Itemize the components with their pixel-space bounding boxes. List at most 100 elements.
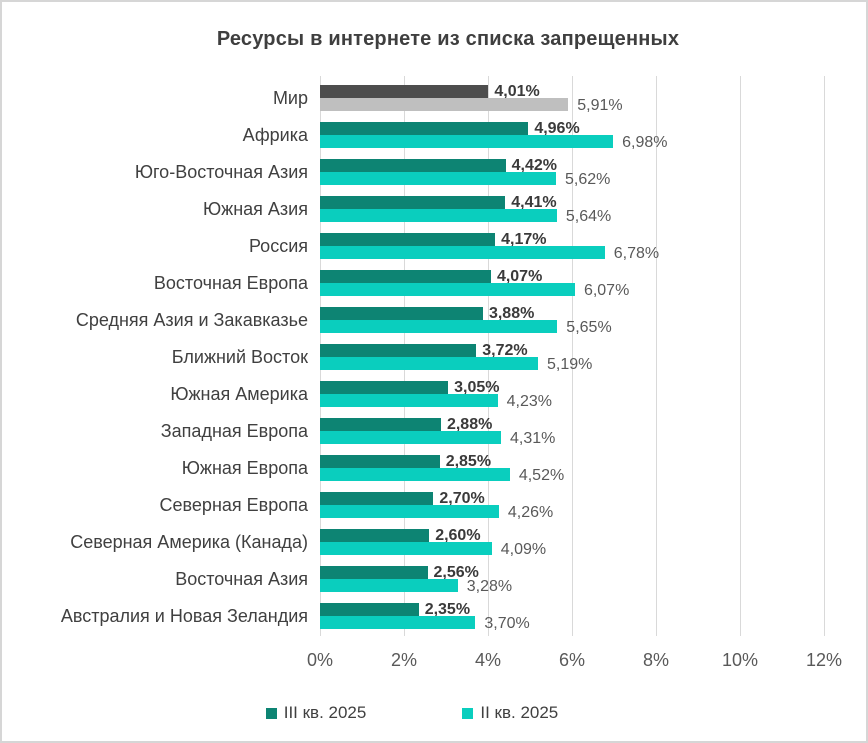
- value-label-series-1: 4,07%: [496, 268, 543, 285]
- bar-series-1: [320, 196, 506, 209]
- category-label: Австралия и Новая Зеландия: [60, 606, 308, 626]
- bar-series-1: [320, 381, 449, 394]
- bar-series-2: [320, 357, 538, 370]
- category-label: Россия: [248, 236, 308, 256]
- bar-series-2: [320, 209, 557, 222]
- x-axis: 0% 2% 4% 6% 8% 10% 12%: [307, 650, 842, 674]
- bar-row: 4,17% 6,78%: [320, 228, 826, 265]
- gridline: [655, 76, 657, 636]
- bar-series-2: [320, 431, 502, 444]
- category-label: Восточная Европа: [153, 273, 308, 293]
- x-tick-label: 8%: [642, 650, 670, 670]
- bar-row: 3,88% 5,65%: [320, 302, 826, 339]
- category-label: Юго-Восточная Азия: [134, 162, 308, 182]
- value-label-series-2: 3,70%: [484, 615, 530, 632]
- value-label-series-1: 2,56%: [433, 564, 479, 581]
- bar-row: 2,88% 4,31%: [320, 413, 826, 450]
- category-label: Западная Европа: [160, 421, 308, 441]
- gridline: [487, 76, 489, 636]
- value-label-series-2: 4,09%: [500, 541, 547, 558]
- value-label-series-1: 3,72%: [482, 342, 528, 359]
- bar-row: 4,01% 5,91%: [320, 80, 826, 117]
- plot-area: 4,01% 5,91% 4,96% 6,98% 4,42% 5,62% 4,41% 5,64%…: [319, 76, 826, 636]
- bar-series-1: [320, 529, 430, 542]
- value-label-series-2: 6,98%: [622, 134, 668, 151]
- value-label-series-1: 3,88%: [488, 305, 535, 322]
- category-label: Африка: [242, 125, 308, 145]
- value-label-series-2: 3,28%: [466, 578, 513, 595]
- x-tick-label: 10%: [721, 650, 759, 670]
- category-label: Северная Америка (Канада): [70, 532, 308, 552]
- category-label: Мир: [272, 88, 308, 108]
- category-label: Средняя Азия и Закавказье: [75, 310, 308, 330]
- chart-title: Ресурсы в интернете из списка запрещенны…: [216, 28, 680, 50]
- category-label: Южная Азия: [203, 199, 308, 219]
- bar-row: 3,72% 5,19%: [320, 339, 826, 376]
- value-label-series-2: 5,91%: [577, 97, 623, 114]
- legend-swatch: [462, 707, 474, 719]
- bar-row: 2,35% 3,70%: [320, 598, 826, 635]
- bar-series-1: [320, 85, 489, 98]
- value-label-series-1: 4,17%: [501, 231, 547, 248]
- value-label-series-2: 4,31%: [510, 430, 556, 447]
- bar-series-1: [320, 492, 434, 505]
- bar-series-2: [320, 579, 458, 592]
- bar-series-2: [320, 505, 499, 518]
- bar-series-2: [320, 542, 492, 555]
- category-label: Северная Европа: [159, 495, 308, 515]
- bar-series-1: [320, 270, 491, 283]
- bar-series-1: [320, 455, 440, 468]
- legend-item: II кв. 2025: [462, 703, 558, 723]
- bar-row: 4,07% 6,07%: [320, 265, 826, 302]
- value-label-series-1: 2,35%: [424, 601, 471, 618]
- gridline: [739, 76, 741, 636]
- bar-series-1: [320, 307, 483, 320]
- value-label-series-2: 6,78%: [613, 245, 660, 262]
- x-tick-label: 12%: [805, 650, 843, 670]
- value-label-series-1: 3,05%: [454, 379, 500, 396]
- bar-series-1: [320, 603, 419, 616]
- category-label: Южная Америка: [170, 384, 308, 404]
- bar-row: 4,96% 6,98%: [320, 117, 826, 154]
- value-label-series-1: 4,96%: [534, 120, 580, 137]
- value-label-series-1: 4,42%: [511, 157, 557, 174]
- bar-row: 2,85% 4,52%: [320, 450, 826, 487]
- legend-label: II кв. 2025: [480, 703, 559, 722]
- bar-series-1: [320, 566, 428, 579]
- value-label-series-2: 4,23%: [506, 393, 553, 410]
- x-tick-label: 4%: [474, 650, 502, 670]
- bar-series-2: [320, 172, 557, 185]
- category-label: Южная Европа: [181, 458, 308, 478]
- bar-series-1: [320, 233, 496, 246]
- category-label: Восточная Азия: [175, 569, 308, 589]
- x-tick-label: 2%: [390, 650, 418, 670]
- bar-series-1: [320, 122, 529, 135]
- value-label-series-2: 4,26%: [507, 504, 554, 521]
- bar-series-2: [320, 98, 569, 111]
- bar-series-1: [320, 344, 477, 357]
- bar-row: 4,41% 5,64%: [320, 191, 826, 228]
- legend-swatch: [265, 707, 277, 719]
- bar-series-2: [320, 283, 575, 296]
- bar-row: 2,60% 4,09%: [320, 524, 826, 561]
- gridline: [571, 76, 573, 636]
- bar-series-2: [320, 468, 510, 481]
- category-axis: Мир Африка Юго-Восточная Азия Южная Азия Рос…: [2, 80, 314, 635]
- legend-item: III кв. 2025: [265, 703, 367, 723]
- bar-row: 2,56% 3,28%: [320, 561, 826, 598]
- category-label: Ближний Восток: [171, 347, 308, 367]
- value-label-series-1: 2,70%: [439, 490, 485, 507]
- legend: III кв. 2025 II кв. 2025: [2, 703, 822, 723]
- bar-series-1: [320, 418, 441, 431]
- bar-series-2: [320, 135, 614, 148]
- legend-label: III кв. 2025: [283, 703, 367, 722]
- bar-series-2: [320, 320, 558, 333]
- value-label-series-2: 5,64%: [565, 208, 612, 225]
- gridline: [823, 76, 825, 636]
- value-label-series-1: 2,88%: [446, 416, 493, 433]
- value-label-series-2: 4,52%: [518, 467, 565, 484]
- x-tick-label: 6%: [558, 650, 586, 670]
- bar-row: 4,42% 5,62%: [320, 154, 826, 191]
- value-label-series-2: 5,65%: [566, 319, 612, 336]
